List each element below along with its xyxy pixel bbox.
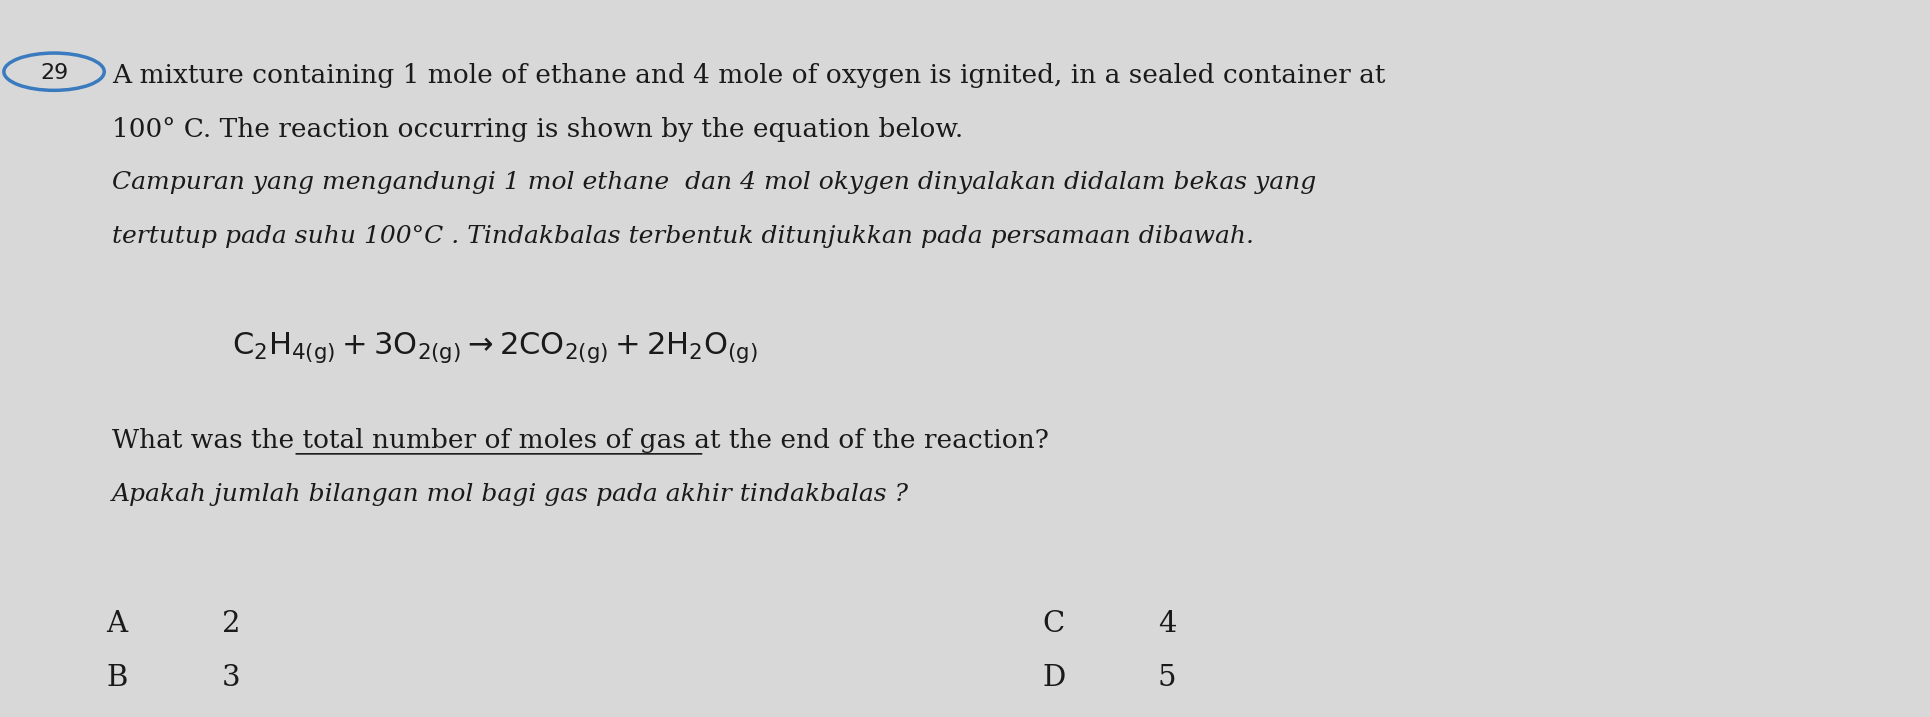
Text: Apakah jumlah bilangan mol bagi gas pada akhir tindakbalas ?: Apakah jumlah bilangan mol bagi gas pada… xyxy=(112,483,909,506)
Text: D: D xyxy=(1042,663,1065,692)
Text: A mixture containing 1 mole of ethane and 4 mole of oxygen is ignited, in a seal: A mixture containing 1 mole of ethane an… xyxy=(112,63,1386,87)
Text: tertutup pada suhu 100°C . Tindakbalas terbentuk ditunjukkan pada persamaan diba: tertutup pada suhu 100°C . Tindakbalas t… xyxy=(112,225,1254,248)
Text: 3: 3 xyxy=(222,663,241,692)
Text: A: A xyxy=(106,609,127,638)
Text: C: C xyxy=(1042,609,1065,638)
Text: 4: 4 xyxy=(1158,609,1177,638)
Text: 29: 29 xyxy=(41,63,68,83)
Text: Campuran yang mengandungi 1 mol ethane  dan 4 mol okygen dinyalakan didalam beka: Campuran yang mengandungi 1 mol ethane d… xyxy=(112,171,1316,194)
Text: 2: 2 xyxy=(222,609,241,638)
Text: 5: 5 xyxy=(1158,663,1177,692)
Text: B: B xyxy=(106,663,127,692)
Text: $\mathrm{C_2H_{4(g)} + 3O_{2(g)} \rightarrow 2CO_{2(g)} + 2H_2O_{(g)}}$: $\mathrm{C_2H_{4(g)} + 3O_{2(g)} \righta… xyxy=(232,331,758,365)
Text: 100° C. The reaction occurring is shown by the equation below.: 100° C. The reaction occurring is shown … xyxy=(112,117,963,141)
Text: What was the total number of moles of gas at the end of the reaction?: What was the total number of moles of ga… xyxy=(112,429,1048,453)
